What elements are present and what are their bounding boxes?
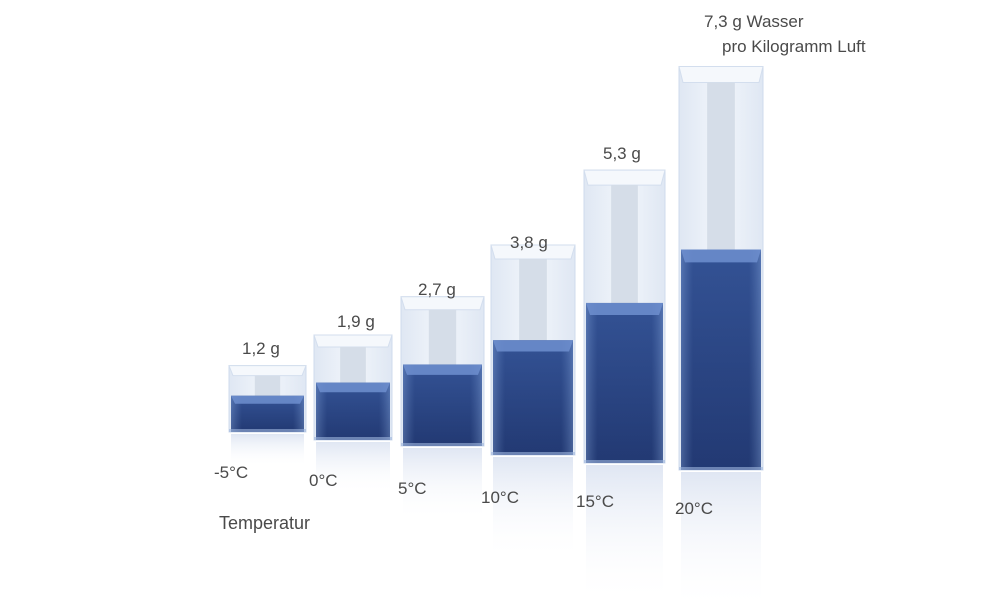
tick-label: 20°C: [675, 499, 713, 518]
glass-top: [228, 365, 307, 377]
bar-reflection: [493, 457, 573, 561]
bar-glow: [586, 302, 663, 463]
glass-top: [490, 244, 576, 260]
tick-label: -5°C: [214, 463, 248, 482]
value-label: 3,8 g: [510, 233, 548, 252]
tick-label: 10°C: [481, 488, 519, 507]
glass-base: [584, 460, 665, 463]
value-label: 2,7 g: [418, 280, 456, 299]
glass-base: [491, 452, 575, 455]
value-label: 1,2 g: [242, 339, 280, 358]
bar-reflection: [231, 434, 304, 467]
water-surface: [493, 340, 573, 352]
glass-base: [401, 443, 484, 446]
glass-base: [229, 429, 306, 432]
glass-top: [400, 296, 485, 311]
unit-note: pro Kilogramm Luft: [722, 37, 866, 56]
tick-label: 5°C: [398, 479, 427, 498]
glass-base: [679, 467, 763, 470]
bar-glow: [681, 249, 761, 470]
bar-column: [583, 169, 666, 600]
water-surface: [403, 364, 482, 375]
bar-column: [678, 66, 764, 600]
bar-reflection: [403, 448, 482, 522]
glass-base: [314, 437, 392, 440]
bar-column: [400, 296, 485, 522]
water-surface: [681, 249, 761, 263]
bar-column: [228, 365, 307, 467]
bar-reflection: [586, 465, 663, 600]
glass-top: [583, 169, 666, 186]
water-surface: [316, 382, 390, 393]
bar-column: [490, 244, 576, 561]
glass-top: [313, 334, 393, 348]
bar-reflection: [681, 472, 761, 600]
value-label: 5,3 g: [603, 144, 641, 163]
value-label: 7,3 g Wasser: [704, 12, 804, 31]
bar-glow: [403, 364, 482, 446]
bar-column: [313, 334, 393, 494]
value-label: 1,9 g: [337, 312, 375, 331]
water-surface: [586, 302, 663, 315]
bar-reflection: [316, 442, 390, 494]
tick-label: 15°C: [576, 492, 614, 511]
tick-label: 0°C: [309, 471, 338, 490]
x-axis-label: Temperatur: [219, 513, 310, 533]
glass-top: [678, 66, 764, 84]
water-surface: [231, 395, 304, 404]
bar-glow: [493, 340, 573, 455]
